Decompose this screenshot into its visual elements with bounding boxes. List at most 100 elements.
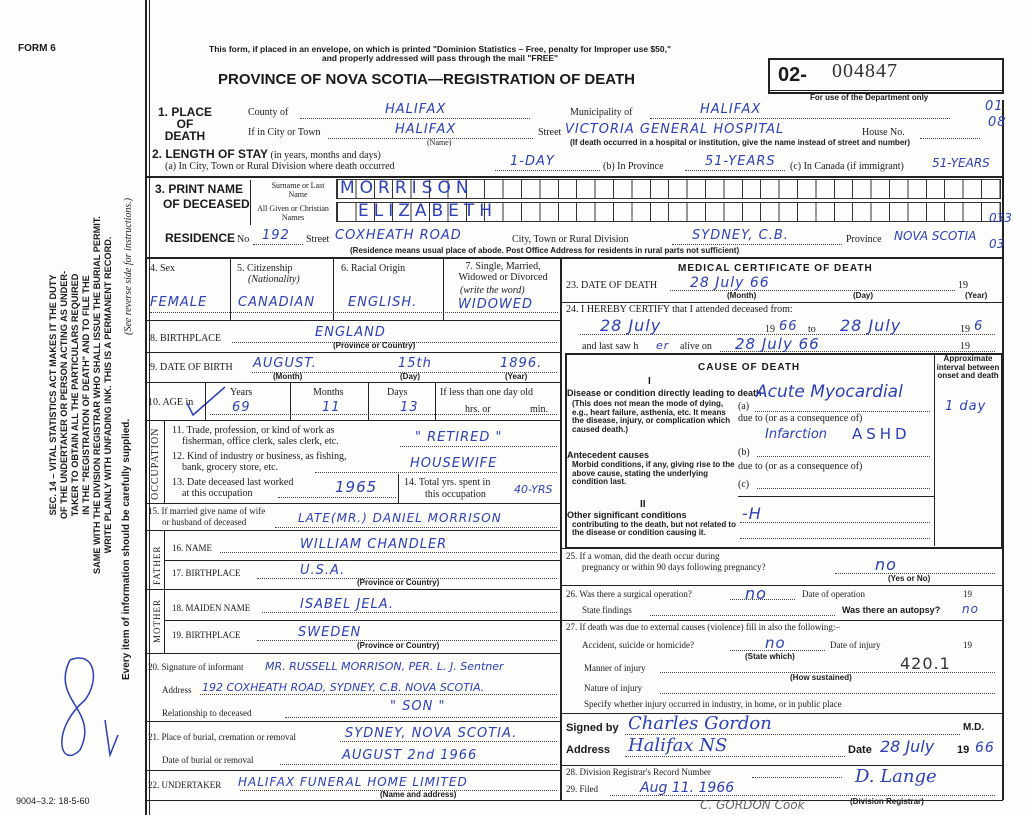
- father-birthplace-value: U.S.A.: [300, 563, 346, 578]
- burial-date-line: [280, 764, 557, 765]
- q11-line: [400, 446, 557, 447]
- res-no-label: No: [237, 234, 250, 245]
- marital-label: 7. Single, Married, Widowed or Divorced: [458, 261, 548, 283]
- op-date-label: Date of operation: [802, 589, 865, 599]
- yes-no-note: (Yes or No): [888, 574, 931, 583]
- city-value: HALIFAX: [395, 122, 457, 137]
- month-note: (Month): [273, 372, 303, 381]
- pregnancy-value: no: [875, 555, 897, 574]
- sig-address-line: [625, 756, 845, 757]
- stay-c-label: (c) In Canada (if immigrant): [790, 161, 904, 172]
- divider: [147, 420, 561, 421]
- divider: [147, 770, 561, 771]
- cause-a-line: [755, 411, 930, 412]
- q18-line: [262, 612, 557, 613]
- res-province-value: NOVA SCOTIA: [894, 229, 977, 243]
- yr-19: 19: [765, 324, 775, 335]
- registrar-stamp: C. GORDON Cook: [700, 798, 805, 812]
- divider: [561, 713, 1003, 714]
- street-value: VICTORIA GENERAL HOSPITAL: [565, 122, 785, 137]
- q23: 23. DATE OF DEATH: [566, 280, 658, 291]
- years-value: 69: [232, 400, 251, 415]
- divider: [147, 176, 1003, 178]
- house-line: [920, 138, 980, 139]
- margin-scribble-icon: [61, 657, 119, 758]
- mother-name-value: ISABEL JELA.: [300, 597, 395, 612]
- relationship-label: Relationship to deceased: [162, 708, 252, 718]
- divider: [147, 352, 561, 353]
- division-registrar-note: (Division Registrar): [850, 797, 924, 806]
- q25: 25. If a woman, did the death occur duri…: [566, 551, 720, 561]
- registration-number-box: 02- 004847: [768, 58, 1004, 94]
- days-label: Days: [387, 387, 408, 398]
- other-line: [740, 538, 930, 539]
- q26: 26. Was there a surgical operation?: [566, 589, 692, 599]
- undertaker-value: HALIFAX FUNERAL HOME LIMITED: [238, 775, 468, 789]
- surgery-value: no: [745, 584, 767, 603]
- other-line: [740, 522, 930, 523]
- county-line: [300, 118, 530, 119]
- registrar-signature: D. Lange: [855, 766, 937, 787]
- city-label: If in City or Town: [248, 127, 321, 138]
- nature-line: [660, 693, 995, 694]
- stay-a-line: [495, 170, 600, 171]
- last-saw-label: and last saw h: [582, 341, 639, 352]
- year-note: (Year): [965, 291, 988, 300]
- relationship-value: " SON ": [390, 699, 446, 714]
- interval-value: 1 day: [945, 399, 987, 414]
- prov-note: (Province or Country): [357, 641, 440, 650]
- act-line: TAKER TO OBTAIN ALL THE PARTICULARS REQU…: [70, 273, 80, 517]
- reg-number: 004847: [832, 60, 898, 82]
- res-province-label: Province: [846, 234, 882, 245]
- divider: [435, 383, 436, 420]
- nature-label: Nature of injury: [584, 683, 642, 693]
- min-label: min.: [530, 404, 549, 415]
- q20: 20. Signature of informant: [148, 662, 244, 672]
- racial-label: 6. Racial Origin: [341, 263, 406, 274]
- cause-a-label: (a): [738, 401, 750, 412]
- municipality-value: HALIFAX: [700, 102, 762, 117]
- res-no-value: 192: [262, 228, 290, 243]
- other-conditions-label: Other significant conditions: [567, 510, 687, 520]
- stay-a-label: (a) In City, Town or Rural Division wher…: [165, 161, 395, 172]
- print-name-label: 3. PRINT NAME: [155, 182, 244, 196]
- res-street-value: COXHEATH ROAD: [335, 228, 462, 243]
- municipality-line: [650, 118, 950, 119]
- specify-label: Specify whether injury occurred in indus…: [584, 699, 842, 709]
- q26-line: [730, 599, 795, 600]
- informant-value: MR. RUSSELL MORRISON, PER. L. J. Sentner: [265, 660, 504, 673]
- day-note: (Day): [853, 291, 874, 300]
- given-names-grid[interactable]: [336, 202, 1001, 222]
- residence-code: 033: [989, 211, 1012, 225]
- day-note: (Day): [400, 372, 421, 381]
- street-label: Street: [538, 127, 562, 138]
- death-date-value: 28 July 66: [690, 275, 770, 291]
- yr-19: 19: [960, 341, 970, 352]
- dob-line: [252, 372, 557, 373]
- divider: [561, 765, 1003, 766]
- occupation-value: " RETIRED ": [415, 430, 503, 445]
- q28-line: [752, 777, 842, 778]
- divider: [398, 474, 399, 503]
- print-name-label: OF DECEASED: [163, 197, 250, 211]
- divider: [147, 589, 561, 590]
- surname-grid[interactable]: [336, 179, 1001, 199]
- column-divider: [560, 258, 562, 800]
- municipality-label: Municipality of: [570, 107, 633, 118]
- divider: [561, 302, 1003, 303]
- dob-year: 1896.: [500, 356, 543, 371]
- accident-line: [730, 650, 825, 651]
- address-label: Address: [566, 744, 611, 756]
- divider: [205, 383, 206, 420]
- days-value: 13: [400, 400, 419, 415]
- prov-note: (Province or Country): [357, 578, 440, 587]
- years-label: Years: [230, 387, 253, 398]
- name-address-note: (Name and address): [380, 790, 457, 799]
- year-note: (Year): [505, 372, 528, 381]
- divider: [147, 320, 561, 321]
- marital-sub: (write the word): [460, 285, 525, 296]
- q17-line: [257, 578, 557, 579]
- total-years-value: 40-YRS: [514, 483, 553, 496]
- print-code: 9004–3.2: 18-5-60: [16, 796, 90, 806]
